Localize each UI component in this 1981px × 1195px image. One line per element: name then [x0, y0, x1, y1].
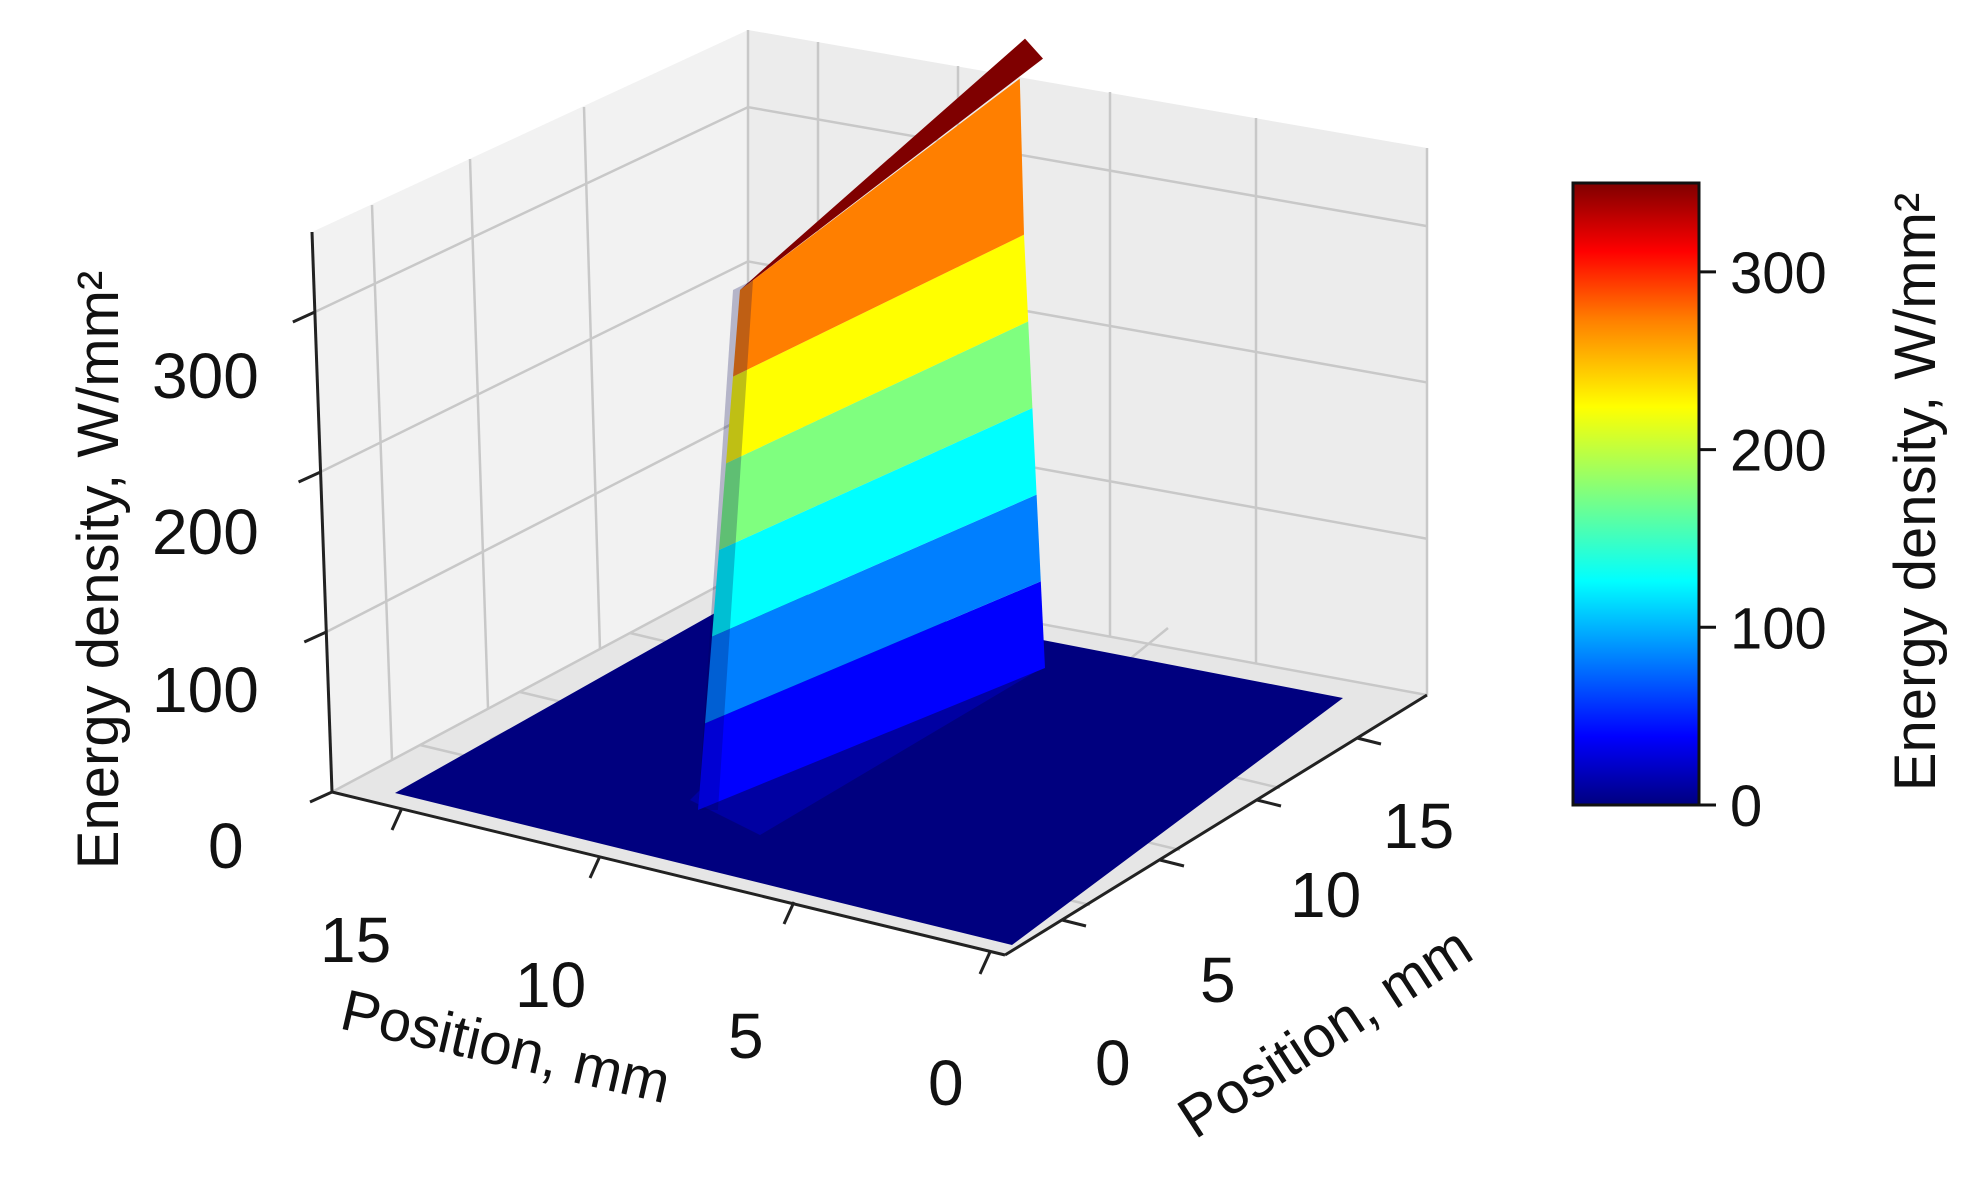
z-tick: [309, 790, 333, 804]
z-tick-label: 100: [152, 654, 259, 726]
surface-band-strip: [733, 78, 1024, 377]
z-tick: [292, 310, 316, 324]
z-axis-line: [310, 231, 334, 793]
x-tick-label: 5: [728, 1000, 764, 1072]
x-tick: [588, 855, 602, 879]
z-tick-label: 0: [208, 810, 244, 882]
energy-surface: [395, 38, 1343, 945]
colorbar-tick-label: 0: [1730, 774, 1762, 839]
grid-line: [320, 260, 1428, 474]
grid-line: [314, 105, 1428, 314]
surface-band-strip: [698, 581, 1045, 810]
colorbar-ticks: 0 100 200 300: [1699, 241, 1827, 839]
y-tick-label: 10: [1290, 859, 1361, 931]
x-axis-label: Position, mm: [335, 977, 676, 1116]
y-tick: [1061, 918, 1087, 928]
grid-line: [370, 204, 394, 761]
surface-band-strip: [712, 408, 1037, 637]
surface-band: [698, 38, 1045, 810]
x-tick: [978, 951, 992, 975]
x-tick: [782, 901, 796, 925]
grid-line: [468, 158, 490, 709]
y-tick: [1159, 858, 1185, 868]
z-tick-labels: 0 100 200 300: [152, 340, 259, 882]
y-tick-label: 15: [1383, 790, 1454, 862]
x-tick: [390, 807, 404, 831]
y-tick-label: 0: [1095, 1027, 1131, 1099]
colorbar-tick-label: 200: [1730, 419, 1827, 484]
y-tick-label: 5: [1200, 944, 1236, 1016]
surface-band-strip: [726, 234, 1029, 464]
z-tick-label: 200: [152, 496, 259, 568]
colorbar-tick-label: 300: [1730, 241, 1827, 306]
x-tick-label: 10: [515, 949, 586, 1021]
colorbar: 0 100 200 300 Energy density, W/mm²: [1571, 181, 1948, 839]
surface-band-peak: [740, 38, 1043, 290]
z-tick: [297, 470, 322, 484]
y-tick: [1256, 798, 1282, 808]
y-tick-labels: 0 5 10 15: [1095, 790, 1454, 1099]
z-tick: [303, 630, 327, 644]
colorbar-scale: [1571, 181, 1701, 807]
surface-band-strip: [705, 494, 1041, 724]
back-left-pane: [312, 30, 748, 792]
z-axis-label: Energy density, W/mm²: [66, 271, 131, 869]
colorbar-label: Energy density, W/mm²: [1883, 193, 1948, 791]
z-tick-label: 300: [152, 340, 259, 412]
x-tick-labels: 15 10 5 0: [320, 904, 964, 1119]
surface-band-flank: [698, 280, 753, 810]
tick-marks: [292, 310, 1382, 975]
x-axis-line: [331, 790, 1006, 957]
y-tick: [1356, 736, 1382, 746]
y-axis-line: [1004, 693, 1428, 957]
x-tick-label: 15: [320, 904, 391, 976]
colorbar-tick-label: 100: [1730, 596, 1827, 661]
x-tick-label: 0: [928, 1047, 964, 1119]
grid-line: [582, 106, 602, 651]
surface-band-strip: [719, 321, 1033, 550]
